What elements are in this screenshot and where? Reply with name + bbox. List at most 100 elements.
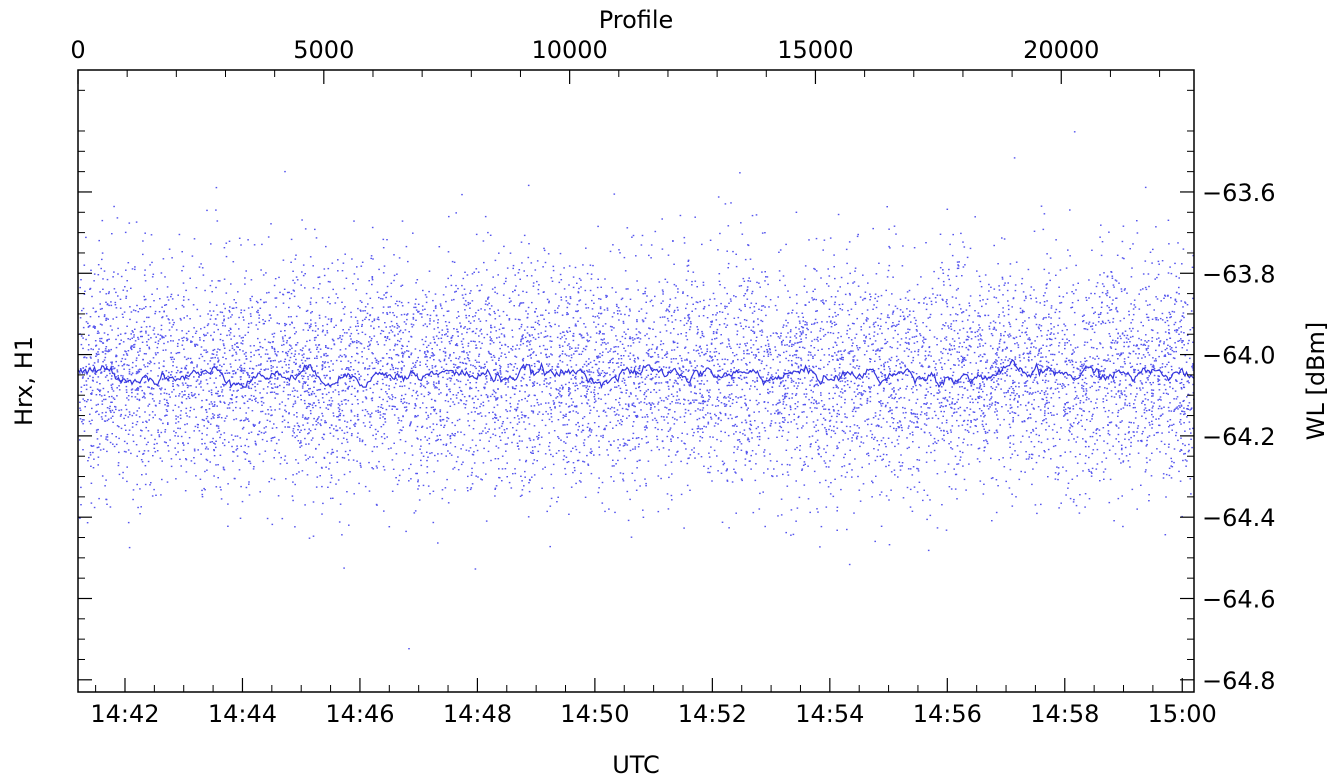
data-point xyxy=(520,241,523,243)
data-point xyxy=(170,458,173,460)
data-point xyxy=(905,337,907,339)
data-point xyxy=(1102,401,1105,403)
data-point xyxy=(301,362,304,364)
data-point xyxy=(1093,407,1095,410)
data-point xyxy=(638,341,641,343)
data-point xyxy=(143,353,146,355)
data-point xyxy=(349,471,351,473)
data-point xyxy=(439,303,442,305)
data-point xyxy=(239,366,241,368)
data-point xyxy=(1009,325,1012,328)
data-point xyxy=(1078,374,1081,376)
data-point xyxy=(798,320,801,322)
data-point xyxy=(877,348,879,350)
data-point xyxy=(690,322,692,325)
data-point xyxy=(957,358,959,360)
data-point xyxy=(283,372,285,374)
data-point xyxy=(670,358,673,360)
data-point xyxy=(802,346,804,349)
data-point xyxy=(483,387,486,390)
data-point xyxy=(1186,304,1189,306)
data-point xyxy=(808,351,810,353)
data-point xyxy=(416,373,418,375)
data-point xyxy=(835,315,837,317)
data-point xyxy=(160,272,163,274)
data-point xyxy=(1096,448,1099,451)
data-point xyxy=(352,341,354,344)
data-point xyxy=(750,302,753,304)
data-point xyxy=(896,422,899,424)
data-point xyxy=(106,278,109,281)
data-point xyxy=(551,280,554,282)
data-point xyxy=(969,395,972,397)
data-point xyxy=(518,435,521,437)
data-point xyxy=(949,284,952,287)
data-point xyxy=(746,342,748,344)
data-point xyxy=(673,328,675,330)
data-point xyxy=(755,463,757,465)
data-point xyxy=(114,301,117,304)
data-point xyxy=(79,286,81,289)
data-point xyxy=(134,389,137,391)
data-point xyxy=(516,407,519,409)
data-point xyxy=(1124,375,1127,377)
data-point xyxy=(1102,398,1105,400)
data-point xyxy=(823,408,825,410)
data-point xyxy=(1100,323,1102,325)
data-point xyxy=(700,456,703,458)
data-point xyxy=(1040,365,1043,367)
data-point xyxy=(1084,493,1087,495)
data-point xyxy=(500,373,502,375)
data-point xyxy=(91,419,93,421)
data-point xyxy=(1167,352,1169,354)
data-point xyxy=(332,435,335,437)
data-point xyxy=(595,332,598,334)
data-point xyxy=(307,433,309,435)
data-point xyxy=(1008,358,1011,360)
data-point xyxy=(337,391,340,393)
data-point xyxy=(794,342,796,344)
data-point xyxy=(195,380,198,382)
data-point xyxy=(111,388,114,390)
data-point xyxy=(857,385,859,387)
data-point xyxy=(1132,350,1135,353)
data-point xyxy=(125,297,127,299)
data-point xyxy=(887,328,889,330)
data-point xyxy=(297,462,300,464)
data-point xyxy=(159,387,161,390)
data-point xyxy=(963,419,966,422)
data-point xyxy=(1101,283,1104,285)
data-point xyxy=(738,346,741,349)
data-point xyxy=(401,385,403,388)
data-point xyxy=(409,425,411,427)
data-point xyxy=(939,382,941,384)
data-point xyxy=(1073,438,1075,440)
data-point xyxy=(918,384,921,386)
data-point xyxy=(288,367,290,369)
data-point xyxy=(82,423,84,425)
data-point xyxy=(746,409,748,411)
data-point xyxy=(681,360,683,362)
data-point xyxy=(779,401,781,403)
data-point xyxy=(426,459,428,462)
data-point xyxy=(365,316,367,319)
data-point xyxy=(1038,327,1040,330)
data-point xyxy=(497,388,499,390)
data-point xyxy=(674,411,676,413)
data-point xyxy=(298,380,300,382)
data-point xyxy=(559,359,561,362)
data-point xyxy=(293,361,295,364)
data-point xyxy=(681,372,683,374)
data-point xyxy=(1138,348,1140,350)
data-point xyxy=(791,397,793,399)
data-point xyxy=(997,485,999,487)
data-point xyxy=(650,257,652,259)
data-point xyxy=(407,260,409,263)
data-point xyxy=(460,325,462,327)
data-point xyxy=(809,380,812,382)
data-point xyxy=(891,373,894,376)
data-point xyxy=(660,399,663,402)
data-point xyxy=(598,312,600,314)
data-point xyxy=(656,347,658,349)
data-point xyxy=(415,282,417,284)
